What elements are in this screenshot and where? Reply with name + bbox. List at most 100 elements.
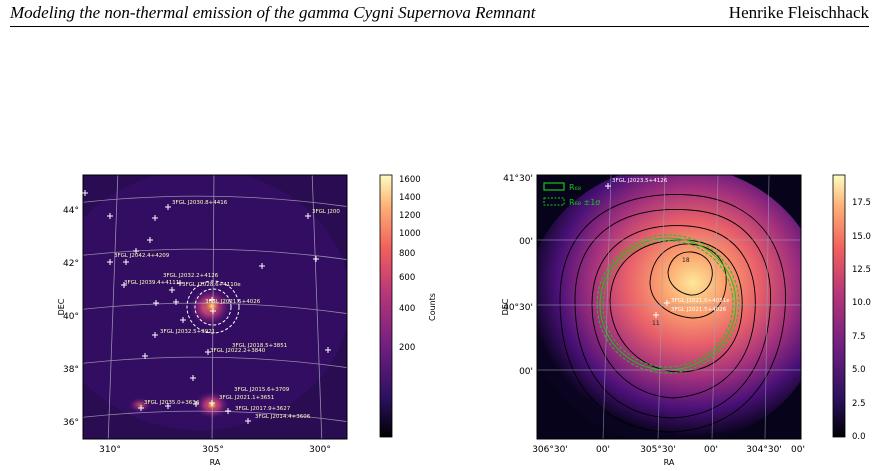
left-cbar-tick: 1000 (399, 229, 421, 239)
source-marker (107, 259, 113, 265)
source-marker (305, 213, 311, 219)
right-y-tick: 41°30' (503, 174, 533, 184)
source-marker (653, 312, 659, 318)
right-cbar-tick: 15.0 (852, 232, 871, 242)
source-marker (152, 215, 158, 221)
left-source-markers (82, 190, 331, 424)
right-x-tick: 00' (704, 445, 718, 455)
left-y-tick: 42° (63, 259, 79, 269)
left-x-ticks: 310° 305° 300° (99, 445, 331, 455)
source-marker (209, 400, 215, 406)
left-source-label: 3FGL J2032.5+3921 (160, 329, 215, 335)
source-marker (153, 300, 159, 306)
left-y-tick: 40° (63, 312, 79, 322)
right-colorbar-ticks: 17.5 15.0 12.5 10.0 7.5 5.0 2.5 0.0 (852, 198, 871, 442)
source-marker (152, 332, 158, 338)
right-cbar-tick: 5.0 (852, 365, 866, 375)
left-colorbar-ticks: 1600 1400 1200 1000 800 600 400 200 (399, 175, 421, 353)
contour-label: 11 (652, 320, 660, 327)
left-x-tick: 305° (202, 445, 224, 455)
left-source-label: 3FGL J2042.4+4209 (114, 253, 170, 259)
right-map: 3FGL J2023.5+4126 3FGL J2021.0+4031e 3FG… (501, 174, 805, 467)
right-x-tick: 00' (596, 445, 610, 455)
left-grid (83, 175, 347, 439)
left-source-label: 3FGL J2035.0+3634 (144, 400, 200, 406)
right-cbar-tick: 2.5 (852, 399, 866, 409)
right-y-ticks: 41°30' 00' 40°30' 00' (503, 174, 533, 377)
source-marker (259, 263, 265, 269)
left-colorbar-label: Counts (428, 293, 437, 321)
right-source-label: 3FGL J2021.5+4026 (671, 307, 727, 313)
source-marker (209, 297, 215, 303)
source-marker (138, 405, 144, 411)
source-marker (133, 248, 139, 254)
source-marker (664, 300, 670, 306)
source-marker (142, 353, 148, 359)
left-y-tick: 36° (63, 418, 79, 428)
source-marker (147, 237, 153, 243)
right-cbar-tick: 0.0 (852, 432, 866, 442)
contour-labels: 18 11 (652, 257, 690, 327)
left-colorbar: 1600 1400 1200 1000 800 600 400 200 Coun… (379, 174, 437, 438)
running-header: Modeling the non-thermal emission of the… (10, 0, 869, 27)
right-colorbar: 17.5 15.0 12.5 10.0 7.5 5.0 2.5 0.0 (832, 174, 871, 442)
left-source-label: 3FGL J2039.4+4111 (124, 280, 179, 286)
left-cbar-tick: 1200 (399, 211, 421, 221)
source-marker (177, 280, 183, 286)
left-source-label: 3FGL J2030.8+4416 (172, 200, 228, 206)
left-source-label: 3FGL J2021.5+4026 (205, 299, 261, 305)
left-cbar-tick: 600 (399, 273, 415, 283)
left-source-labels: 3FGL J2030.8+4416 3FGL J200 3FGL J2042.4… (114, 200, 340, 420)
left-source-label: 3FGL J2022.2+3840 (210, 348, 266, 354)
left-x-tick: 310° (99, 445, 121, 455)
left-source-label: 3FGL J2014.4+3606 (255, 414, 311, 420)
source-marker (169, 287, 175, 293)
legend: R₆₈ R₆₈ ±1σ (543, 182, 600, 207)
legend-label-r68: R₆₈ (569, 183, 581, 192)
source-marker (82, 190, 88, 196)
source-marker (180, 317, 186, 323)
left-cbar-tick: 800 (399, 249, 415, 259)
right-source-markers (605, 183, 670, 318)
left-y-label: DEC (57, 298, 66, 315)
legend-label-r68-err: R₆₈ ±1σ (569, 198, 600, 207)
right-x-tick: 306°30' (532, 445, 568, 455)
left-y-tick: 38° (63, 365, 79, 375)
left-source-label: 3FGL J2021.1+3651 (219, 395, 274, 401)
right-source-label: 3FGL J2023.5+4126 (612, 178, 668, 184)
source-marker (165, 204, 171, 210)
right-x-tick: 305°30' (640, 445, 676, 455)
contour-label: 18 (682, 257, 690, 264)
left-cbar-tick: 200 (399, 343, 415, 353)
right-cbar-tick: 10.0 (852, 298, 871, 308)
right-x-tick: 00' (791, 445, 805, 455)
r68-ellipses (596, 234, 740, 374)
left-source-label: 3FGL J200 (312, 209, 340, 215)
left-cbar-tick: 1600 (399, 175, 421, 185)
right-y-tick: 00' (519, 367, 533, 377)
right-grid (537, 175, 801, 439)
source-marker (205, 349, 211, 355)
source-marker (173, 299, 179, 305)
right-x-ticks: 306°30' 00' 305°30' 00' 304°30' 00' (532, 445, 805, 455)
right-cbar-tick: 12.5 (852, 265, 871, 275)
source-marker (313, 256, 319, 262)
right-source-labels: 3FGL J2023.5+4126 3FGL J2021.0+4031e 3FG… (612, 178, 730, 313)
right-cbar-tick: 7.5 (852, 332, 866, 342)
left-cbar-tick: 400 (399, 304, 415, 314)
left-source-label: 3FGL J2017.9+3627 (235, 406, 291, 412)
source-marker (165, 403, 171, 409)
right-source-label: 3FGL J2021.0+4031e (671, 298, 730, 304)
source-marker (121, 282, 127, 288)
contours (559, 194, 786, 433)
left-source-label: 3FGL J2032.2+4126 (163, 273, 219, 279)
legend-swatch-r68-err (543, 197, 565, 206)
header-title: Modeling the non-thermal emission of the… (10, 3, 536, 22)
source-marker (107, 213, 113, 219)
source-marker (210, 308, 216, 314)
header-author: Henrike Fleischhack (728, 3, 869, 22)
left-x-tick: 300° (309, 445, 331, 455)
right-x-label: RA (664, 458, 675, 467)
left-source-label: 3FGL J2018.5+3851 (232, 343, 287, 349)
left-y-tick: 44° (63, 206, 79, 216)
